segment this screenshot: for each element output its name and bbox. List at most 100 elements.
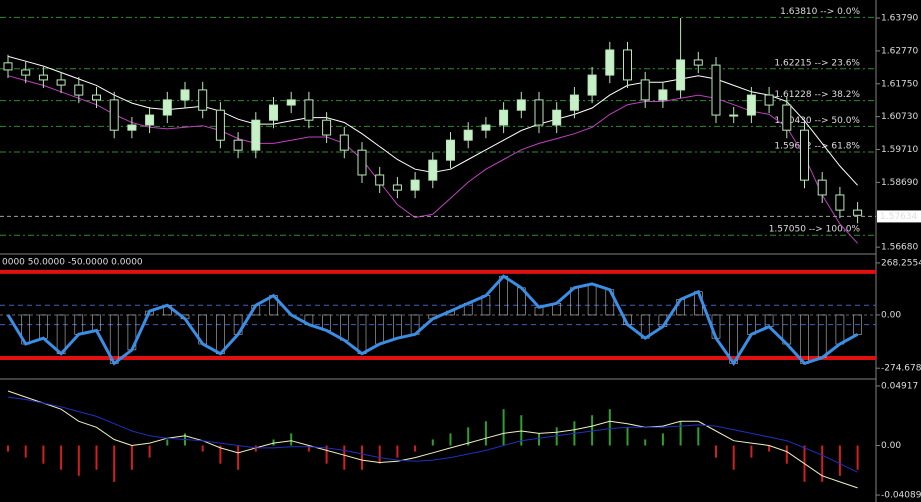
candle-body: [516, 99, 526, 111]
cci-bar: [92, 314, 101, 331]
macd-bar: [166, 439, 169, 446]
y-tick-label: 1.62770: [881, 46, 918, 56]
candle-body: [817, 179, 827, 196]
candle-body: [269, 104, 278, 121]
macd-bar: [7, 445, 9, 452]
candle-body: [676, 59, 686, 91]
macd-bar: [644, 439, 647, 446]
candle-body: [640, 79, 650, 101]
macd-bar: [60, 445, 63, 470]
macd-bar: [502, 409, 505, 446]
fibo-label: 1.63810 --> 0.0%: [780, 7, 860, 17]
fibo-label: 1.62215 --> 23.6%: [774, 58, 860, 68]
candle-body: [835, 194, 845, 211]
macd-bar: [626, 427, 629, 446]
macd-bar: [361, 445, 363, 470]
cci-bar: [835, 314, 845, 345]
macd-bar: [42, 445, 45, 464]
candle-body: [800, 129, 809, 181]
candle-body: [729, 114, 739, 117]
candle-body: [410, 179, 420, 191]
candle-body: [375, 174, 385, 186]
macd-bar: [237, 445, 240, 470]
macd-bar: [697, 427, 700, 446]
y-tick-label: 0.00: [881, 441, 901, 451]
fibo-label: 1.61228 --> 38.2%: [774, 90, 860, 100]
macd-bar: [715, 445, 717, 458]
candle-body: [145, 114, 155, 126]
y-tick-label: 268.2554: [881, 258, 921, 268]
candle-body: [746, 94, 756, 116]
macd-bar: [661, 433, 664, 446]
candle-body: [499, 109, 509, 126]
candle-body: [605, 49, 615, 76]
cci-bar: [375, 314, 385, 345]
macd-bar: [449, 433, 452, 446]
candle-body: [693, 59, 703, 66]
macd-bar: [95, 445, 98, 470]
candle-body: [534, 99, 544, 126]
candle-body: [56, 79, 66, 86]
candle-body: [481, 124, 491, 131]
candle-body: [587, 74, 597, 96]
macd-bar: [591, 415, 594, 446]
candle-body: [286, 99, 296, 106]
candle-body: [109, 99, 119, 131]
macd-bar: [750, 445, 753, 458]
y-tick-label: -0.040898: [881, 491, 921, 501]
candle-body: [552, 109, 562, 126]
candle-body: [392, 184, 402, 191]
y-tick-label: 1.56680: [881, 243, 918, 253]
macd-bar: [290, 433, 293, 446]
cci-bar: [216, 314, 225, 355]
y-tick-label: 1.63790: [881, 14, 918, 24]
macd-bar: [414, 445, 417, 452]
cci-bar: [39, 314, 48, 339]
candle-body: [658, 89, 668, 101]
macd-bar: [732, 445, 735, 470]
macd-bar: [148, 445, 151, 458]
macd-bar: [307, 445, 310, 452]
candle-body: [233, 139, 243, 151]
macd-bar: [431, 439, 434, 446]
macd-bar: [555, 427, 558, 446]
cci-bar: [499, 275, 508, 316]
macd-line: [7, 396, 858, 473]
y-tick-label: 1.59710: [881, 145, 918, 155]
cci-bar: [339, 314, 349, 341]
macd-bar: [768, 445, 771, 452]
candle-body: [304, 99, 314, 121]
macd-bar: [520, 415, 523, 446]
candle-body: [569, 94, 579, 111]
macd-bar: [785, 445, 788, 464]
macd-bar: [396, 445, 399, 458]
macd-bar: [608, 409, 611, 446]
y-tick-label: 1.60730: [881, 112, 918, 122]
indicator-header: 0000 50.0000 -50.0000 0.0000: [2, 258, 143, 268]
current-price-box: [877, 210, 921, 223]
candle-body: [764, 94, 774, 106]
candle-body: [92, 94, 101, 101]
fibo-label: 1.59632 --> 61.8%: [774, 142, 860, 152]
candle-body: [74, 84, 84, 96]
macd-bar: [272, 439, 275, 446]
macd-bar: [325, 445, 328, 464]
macd-bar: [77, 445, 80, 476]
cci-bar: [393, 314, 402, 339]
cci-bar: [817, 314, 827, 358]
candle-body: [21, 69, 31, 76]
macd-bar: [856, 445, 859, 470]
cci-bar: [357, 314, 367, 355]
candle-body: [215, 109, 225, 141]
cci-line: [6, 274, 859, 367]
fibo-label: 1.57050 --> 100.0%: [769, 225, 861, 235]
candle-body: [463, 129, 473, 141]
cci-bar: [587, 283, 597, 316]
candle-body: [782, 104, 792, 131]
macd-bar: [378, 445, 381, 464]
macd-bar: [538, 433, 540, 446]
candle-body: [322, 119, 332, 136]
cci-bar: [56, 314, 66, 355]
candle-body: [251, 119, 261, 151]
